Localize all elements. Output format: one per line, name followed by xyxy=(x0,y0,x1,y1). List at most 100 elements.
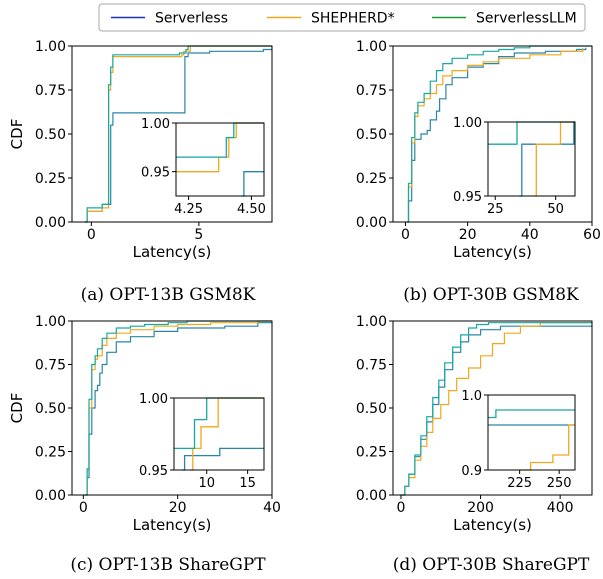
legend-label: SHEPHERD* xyxy=(311,11,395,27)
x-tick-label: 0 xyxy=(87,227,96,243)
legend-frame xyxy=(98,3,586,32)
y-tick-label: 0.00 xyxy=(35,215,66,231)
x-tick-label: 250 xyxy=(547,476,572,491)
legend: Serverless SHEPHERD* ServerlessLLM xyxy=(98,3,586,32)
series-line-shepherd xyxy=(84,320,272,496)
x-tick-label: 15 xyxy=(239,476,256,491)
plot-area xyxy=(488,122,575,196)
plot-area xyxy=(174,398,264,470)
y-tick-label: 0.50 xyxy=(356,127,387,143)
series-line-shepherd xyxy=(519,424,575,471)
inset-frame xyxy=(487,121,576,197)
x-tick-label: 10 xyxy=(198,476,215,491)
series-line-serverlessllm xyxy=(407,45,592,223)
inset-frame xyxy=(173,397,265,471)
subfigure-caption: (b) OPT-30B GSM8K xyxy=(403,285,579,305)
y-tick-label: 1.00 xyxy=(356,39,387,55)
y-tick-label: 1.00 xyxy=(35,39,66,55)
chart-panel-d: 0 200 400 0.00 0.25 0.50 0.75 1.00 Latency(s) 225… xyxy=(356,314,593,575)
x-tick-label: 5 xyxy=(194,227,203,243)
inset-frame xyxy=(487,394,576,471)
x-tick-label: 20 xyxy=(169,500,187,516)
series-group xyxy=(84,320,272,496)
x-tick-label: 225 xyxy=(507,476,532,491)
y-tick-label: 0.25 xyxy=(356,445,387,461)
y-tick-label: 0.50 xyxy=(356,401,387,417)
inset-zoom-a: 4.25 4.50 0.95 1.00 xyxy=(141,117,266,217)
plot-frame xyxy=(392,320,593,496)
series-line-serverlessllm xyxy=(488,409,575,419)
series-group xyxy=(84,45,272,223)
y-tick-label: 0.25 xyxy=(35,171,66,187)
y-tick-label: 1.00 xyxy=(139,392,168,407)
series-group xyxy=(488,409,575,471)
y-axis-label: CDF xyxy=(8,119,26,150)
plot-area xyxy=(488,395,575,470)
chart-panel-c: 0 20 40 0.00 0.25 0.50 0.75 1.00 Latency(s) CDF 10… xyxy=(8,314,281,575)
series-line-serverless xyxy=(407,47,587,223)
series-line-shepherd xyxy=(190,397,264,471)
inset-zoom-b: 25 50 0.95 1.00 xyxy=(453,116,576,217)
series-line-serverlessllm xyxy=(401,321,592,496)
x-tick-label: 25 xyxy=(487,202,504,217)
x-tick-label: 40 xyxy=(521,227,539,243)
plot-frame xyxy=(71,45,273,223)
y-tick-label: 0.75 xyxy=(356,358,387,374)
y-tick-label: 1.0 xyxy=(461,389,482,404)
y-tick-label: 0.00 xyxy=(356,488,387,504)
legend-label: Serverless xyxy=(155,11,228,27)
chart-panel-b: 0 20 40 60 0.00 0.25 0.50 0.75 1.00 Latency(s) 25 5… xyxy=(356,39,601,305)
y-tick-label: 0.75 xyxy=(35,83,66,99)
series-group xyxy=(401,321,592,496)
series-line-shepherd xyxy=(407,47,584,223)
x-tick-label: 4.50 xyxy=(237,202,266,217)
y-tick-label: 0.25 xyxy=(35,445,66,461)
y-tick-label: 0.9 xyxy=(461,464,482,479)
series-line-serverlessllm xyxy=(176,122,264,158)
x-tick-label: 4.25 xyxy=(174,202,203,217)
y-tick-label: 0.50 xyxy=(35,401,66,417)
inset-zoom-d: 225 250 0.9 1.0 xyxy=(461,389,576,491)
y-tick-label: 0.25 xyxy=(356,171,387,187)
y-tick-label: 1.00 xyxy=(356,314,387,330)
y-tick-label: 0.00 xyxy=(35,488,66,504)
inset-frame xyxy=(175,122,265,197)
x-axis-label: Latency(s) xyxy=(133,243,212,261)
x-tick-label: 20 xyxy=(459,227,477,243)
x-axis-label: Latency(s) xyxy=(453,516,532,534)
y-tick-label: 1.00 xyxy=(35,314,66,330)
y-tick-label: 0.50 xyxy=(35,127,66,143)
x-tick-label: 0 xyxy=(396,500,405,516)
x-tick-label: 40 xyxy=(263,500,281,516)
series-line-serverless xyxy=(84,322,272,496)
x-tick-label: 0 xyxy=(79,500,88,516)
series-group xyxy=(407,45,592,223)
series-line-serverlessllm xyxy=(84,320,272,496)
inset-zoom-c: 10 15 0.95 1.00 xyxy=(139,392,265,491)
x-tick-label: 50 xyxy=(547,202,564,217)
plot-frame xyxy=(71,320,273,496)
y-tick-label: 0.95 xyxy=(141,166,170,181)
y-tick-label: 0.75 xyxy=(35,358,66,374)
plot-area xyxy=(176,123,264,196)
x-axis-label: Latency(s) xyxy=(133,516,212,534)
subfigure-caption: (a) OPT-13B GSM8K xyxy=(81,285,256,305)
y-tick-label: 0.00 xyxy=(356,215,387,231)
series-line-serverlessllm xyxy=(84,45,272,223)
series-line-serverlessllm xyxy=(174,397,264,450)
x-tick-label: 60 xyxy=(583,227,601,243)
y-tick-label: 0.95 xyxy=(453,190,482,205)
legend-label: ServerlessLLM xyxy=(476,11,577,27)
y-axis-label: CDF xyxy=(8,393,26,424)
x-tick-label: 200 xyxy=(467,500,494,516)
x-axis-label: Latency(s) xyxy=(453,243,532,261)
series-line-shepherd xyxy=(176,122,264,173)
y-tick-label: 0.95 xyxy=(139,464,168,479)
chart-panel-a: 0 5 0.00 0.25 0.50 0.75 1.00 Latency(s) CDF 4.25 4… xyxy=(8,39,273,305)
subfigure-caption: (c) OPT-13B ShareGPT xyxy=(70,555,266,575)
x-tick-label: 400 xyxy=(547,500,574,516)
plot-frame xyxy=(392,45,593,223)
y-tick-label: 0.75 xyxy=(356,83,387,99)
